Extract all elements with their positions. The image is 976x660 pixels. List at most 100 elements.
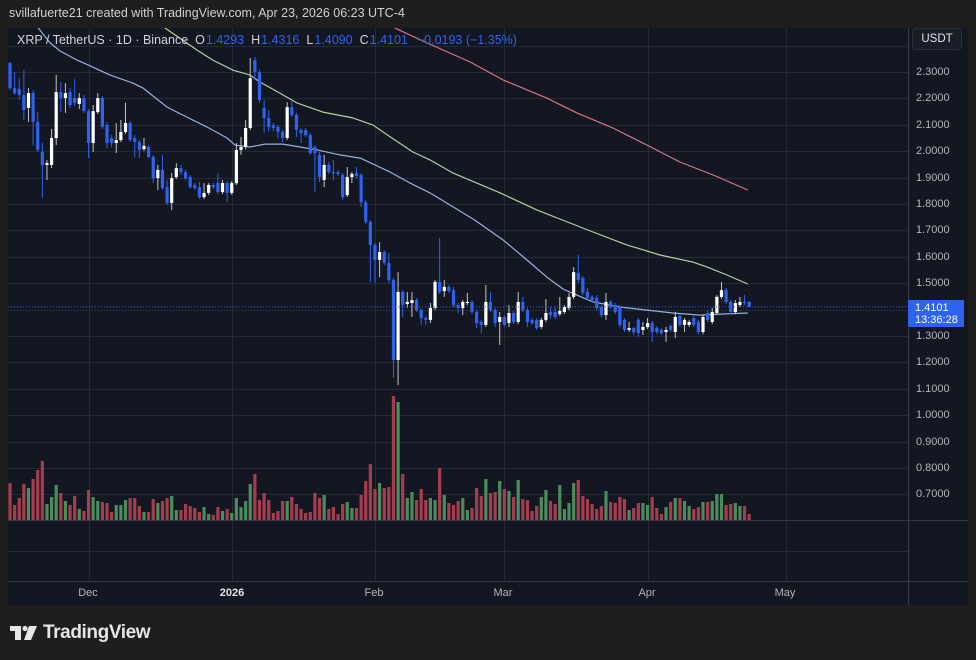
candle-up: [350, 172, 354, 184]
candle-body: [479, 322, 483, 325]
symbol-legend[interactable]: XRP / TetherUS · 1D · Binance O 1.4293 H…: [17, 33, 517, 47]
volume-bar-up: [285, 501, 289, 520]
candle-body: [257, 72, 262, 100]
low-label: L: [306, 33, 314, 47]
candle-down: [36, 112, 40, 152]
candle-down: [451, 286, 456, 307]
currency-button[interactable]: USDT: [912, 28, 962, 50]
empty-indicator-pane[interactable]: [8, 521, 908, 581]
volume-bar-down: [271, 513, 275, 520]
candle-up: [627, 322, 631, 332]
candle-body: [701, 317, 705, 332]
candle-up: [641, 322, 645, 335]
candle-up: [119, 120, 123, 142]
volume-bar-up: [119, 505, 123, 520]
volume-bar-down: [197, 512, 202, 520]
candle-body: [396, 291, 400, 360]
candlesticks: [8, 57, 751, 386]
candle-down: [137, 140, 141, 159]
tradingview-logo[interactable]: TradingView: [10, 622, 151, 644]
volume-bar-down: [183, 504, 188, 520]
candle-up: [207, 183, 211, 195]
candle-up: [733, 300, 737, 315]
candle-down: [636, 318, 640, 338]
candle-body: [428, 308, 433, 320]
main-chart-pane[interactable]: [8, 28, 908, 520]
candle-body: [442, 286, 446, 292]
candle-down: [511, 310, 516, 325]
candle-body: [618, 307, 622, 325]
volume-bar-down: [535, 506, 539, 520]
candle-down: [216, 173, 220, 194]
candle-body: [271, 125, 275, 128]
candle-down: [364, 200, 368, 225]
candle-body: [244, 128, 248, 147]
symbol-title[interactable]: XRP / TetherUS · 1D · Binance: [17, 33, 189, 47]
volume-bar-up: [719, 494, 724, 520]
volume-bar-down: [368, 464, 372, 520]
candle-up: [558, 296, 562, 316]
candle-body: [290, 107, 294, 115]
candle-down: [609, 300, 613, 310]
candle-body: [77, 98, 81, 104]
candle-up: [673, 312, 677, 339]
candle-body: [165, 187, 169, 203]
candle-body: [387, 262, 391, 281]
candle-down: [692, 315, 696, 327]
candle-down: [414, 298, 419, 312]
volume-bar-down: [216, 507, 220, 520]
candle-down: [424, 315, 428, 325]
candle-body: [234, 149, 238, 184]
candle-body: [160, 169, 165, 189]
candle-body: [669, 326, 673, 330]
time-label-feb: Feb: [364, 587, 384, 599]
candle-body: [354, 173, 359, 176]
price-tick: 1.3000: [916, 330, 950, 342]
candle-up: [285, 102, 289, 141]
volume-bar-down: [636, 503, 640, 520]
candle-up: [322, 154, 326, 188]
candle-down: [729, 300, 733, 315]
volume-bar-up: [405, 498, 409, 520]
candle-body: [317, 154, 322, 178]
candle-body: [142, 145, 146, 150]
candle-down: [110, 135, 114, 147]
candle-down: [193, 183, 197, 190]
candle-body: [535, 319, 539, 329]
candle-down: [475, 310, 479, 329]
candle-up: [442, 280, 446, 297]
volume-bar-up: [350, 508, 354, 520]
price-tick: 0.9000: [916, 435, 950, 448]
candle-body: [105, 125, 109, 144]
candle-body: [405, 301, 409, 304]
volume-bar-up: [345, 502, 349, 520]
volume-bar-down: [40, 461, 44, 520]
candle-down: [419, 308, 423, 325]
candle-down: [17, 78, 21, 100]
candle-up: [498, 312, 502, 345]
candle-body: [100, 98, 104, 127]
volume-bar-down: [165, 498, 169, 520]
candle-up: [738, 296, 742, 307]
volume-bar-up: [248, 484, 252, 520]
candle-down: [304, 128, 308, 137]
legend-high: H 1.4316: [251, 33, 299, 47]
candle-down: [502, 315, 506, 327]
candle-body: [475, 312, 479, 324]
candle-body: [706, 313, 710, 320]
volume-bar-down: [22, 484, 26, 520]
candle-down: [438, 238, 442, 294]
volume-bar-down: [581, 496, 585, 520]
volume-bar-down: [401, 474, 405, 520]
candle-body: [345, 177, 349, 196]
candle-up: [54, 74, 58, 146]
volume-bar-down: [147, 512, 151, 520]
candle-up: [719, 281, 724, 299]
candle-down: [197, 182, 202, 199]
candle-body: [119, 131, 123, 141]
candle-up: [49, 129, 54, 169]
candle-down: [179, 164, 183, 175]
volume-bar-up: [507, 491, 511, 520]
volume-bar-up: [63, 501, 68, 520]
candle-body: [511, 313, 516, 322]
